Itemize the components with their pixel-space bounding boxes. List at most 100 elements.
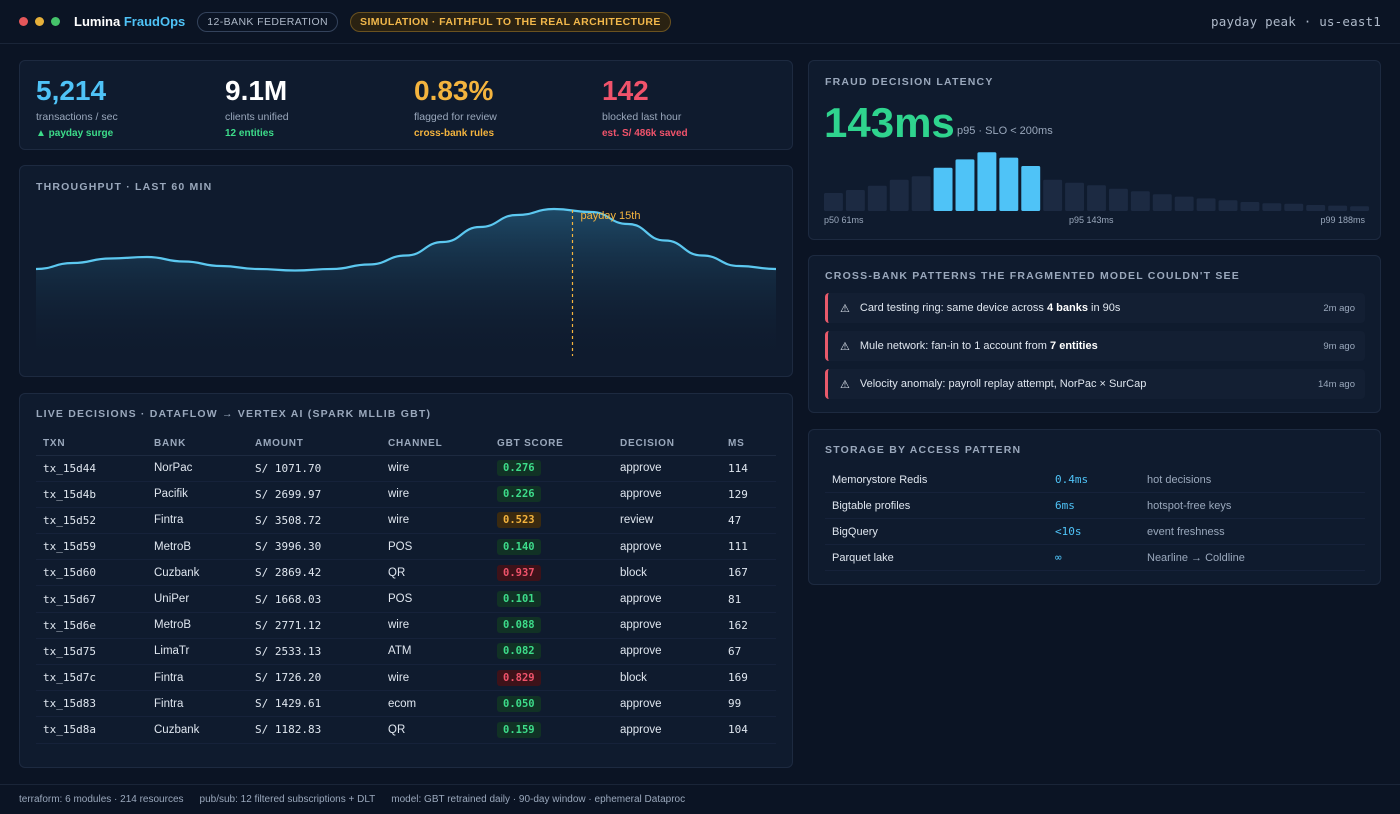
cell-txn: tx_15d83 [36, 690, 147, 718]
cell-score: 0.101 [490, 585, 613, 613]
latency-p50-label: p50 61ms [824, 215, 864, 225]
brand-name: Lumina [74, 14, 121, 29]
cell-bank: UniPer [147, 585, 248, 613]
cell-channel: QR [381, 716, 490, 744]
cell-txn: tx_15d44 [36, 455, 147, 482]
payday-annotation: payday 15th [580, 210, 641, 222]
table-row[interactable]: tx_15d52 Fintra S/ 3508.72 wire 0.523 review 4… [36, 507, 776, 535]
storage-desc: hotspot-free keys [1147, 499, 1232, 512]
pattern-text-bold: 4 banks [1046, 302, 1088, 314]
cell-amount: S/ 3508.72 [248, 507, 381, 535]
storage-row-redis: Memorystore Redis 0.4ms hot decisions [825, 467, 1365, 493]
storage-desc: event freshness [1147, 525, 1225, 538]
cell-ms: 167 [721, 559, 776, 587]
table-row[interactable]: tx_15d44 NorPac S/ 1071.70 wire 0.276 approve… [36, 455, 776, 482]
cell-txn: tx_15d75 [36, 638, 147, 666]
cell-score: 0.226 [490, 481, 613, 508]
cell-ms: 169 [721, 664, 776, 692]
throughput-area [36, 209, 776, 356]
latency-bar [1021, 166, 1041, 211]
latency-panel: FRAUD DECISION LATENCY 143ms p95 · SLO <… [808, 60, 1381, 240]
pattern-card-testing[interactable]: ⚠ Card testing ring: same device across … [825, 293, 1365, 323]
status-footer: terraform: 6 modules · 214 resources pub… [0, 784, 1400, 814]
cell-channel: POS [381, 585, 490, 613]
cell-amount: S/ 2533.13 [248, 638, 381, 666]
score-badge: 0.088 [497, 617, 541, 634]
cell-txn: tx_15d7c [36, 664, 147, 692]
cell-channel: wire [381, 507, 490, 535]
kpi-blocked: 142 blocked last hour est. S/ 486k saved [602, 75, 688, 139]
patterns-panel: CROSS-BANK PATTERNS THE FRAGMENTED MODEL… [808, 255, 1381, 413]
table-row[interactable]: tx_15d83 Fintra S/ 1429.61 ecom 0.050 approve… [36, 690, 776, 718]
score-badge: 0.050 [497, 695, 541, 712]
kpi-flagged: 0.83% flagged for review cross-bank rule… [414, 75, 497, 139]
minimize-window-button[interactable] [35, 17, 44, 26]
cell-ms: 114 [721, 455, 776, 482]
kpi-value: 5,214 [36, 75, 107, 106]
storage-value: ∞ [1055, 551, 1062, 564]
latency-bar [1328, 205, 1348, 211]
latency-bar [1087, 185, 1106, 211]
latency-bar [1240, 202, 1260, 211]
cell-score: 0.050 [490, 690, 613, 718]
cell-amount: S/ 1726.20 [248, 664, 381, 692]
pattern-text-post: in 90s [1087, 302, 1121, 314]
cell-bank: MetroB [147, 533, 248, 561]
footer-terraform: terraform: 6 modules · 214 resources [19, 794, 184, 805]
latency-bar [1196, 198, 1216, 211]
pattern-time: 14m ago [1318, 378, 1355, 390]
pattern-velocity-anomaly[interactable]: ⚠ Velocity anomaly: payroll replay attem… [825, 369, 1365, 399]
cell-decision: approve [613, 533, 721, 561]
col-bank: BANK [147, 432, 248, 456]
cell-txn: tx_15d8a [36, 716, 147, 744]
table-row[interactable]: tx_15d6e MetroB S/ 2771.12 wire 0.088 approve… [36, 612, 776, 639]
latency-bar [1284, 203, 1304, 211]
cell-bank: Fintra [147, 690, 248, 718]
table-row[interactable]: tx_15d67 UniPer S/ 1668.03 POS 0.101 approve 8… [36, 585, 776, 613]
kpi-value: 9.1M [225, 75, 288, 106]
cell-decision: approve [613, 455, 721, 482]
cell-decision: approve [613, 612, 721, 639]
kpi-label: clients unified [225, 111, 289, 123]
cell-decision: block [613, 559, 721, 587]
cell-score: 0.276 [490, 455, 613, 482]
cell-amount: S/ 1182.83 [248, 716, 381, 744]
score-badge: 0.226 [497, 486, 541, 503]
cell-decision: approve [613, 690, 721, 718]
throughput-title: THROUGHPUT · LAST 60 MIN [36, 181, 213, 193]
latency-bar [1108, 188, 1128, 211]
storage-name: BigQuery [832, 525, 878, 538]
cell-channel: ecom [381, 690, 490, 718]
cell-score: 0.082 [490, 638, 613, 666]
cell-txn: tx_15d4b [36, 481, 147, 508]
latency-bar [867, 185, 887, 211]
latency-bar [977, 152, 997, 211]
warning-icon: ⚠ [840, 378, 850, 391]
storage-desc: hot decisions [1147, 473, 1212, 486]
latency-value: 143ms [824, 99, 955, 146]
maximize-window-button[interactable] [51, 17, 60, 26]
pattern-mule-network[interactable]: ⚠ Mule network: fan-in to 1 account from… [825, 331, 1365, 361]
table-row[interactable]: tx_15d4b Pacifik S/ 2699.97 wire 0.226 approv… [36, 481, 776, 508]
cell-ms: 129 [721, 481, 776, 508]
table-row[interactable]: tx_15d59 MetroB S/ 3996.30 POS 0.140 approve 1… [36, 533, 776, 561]
latency-bar [933, 167, 953, 211]
kpi-label: blocked last hour [602, 111, 682, 123]
cell-ms: 81 [721, 585, 776, 613]
pattern-text-pre: Velocity anomaly: payroll replay attempt… [859, 378, 1147, 390]
table-row[interactable]: tx_15d8a Cuzbank S/ 1182.83 QR 0.159 approve 1… [36, 716, 776, 744]
throughput-line [35, 207, 777, 272]
cell-decision: approve [613, 716, 721, 744]
latency-bar [1065, 182, 1085, 211]
table-row[interactable]: tx_15d75 LimaTr S/ 2533.13 ATM 0.082 approve 6… [36, 638, 776, 666]
cell-score: 0.088 [490, 612, 613, 639]
cell-decision: approve [613, 638, 721, 666]
footer-pubsub: pub/sub: 12 filtered subscriptions + DLT [199, 794, 376, 805]
cell-channel: POS [381, 533, 490, 561]
table-row[interactable]: tx_15d7c Fintra S/ 1726.20 wire 0.829 block 16… [36, 664, 776, 692]
close-window-button[interactable] [19, 17, 28, 26]
table-row[interactable]: tx_15d60 Cuzbank S/ 2869.42 QR 0.937 block 167 [36, 559, 776, 587]
cell-ms: 162 [721, 612, 776, 639]
pattern-text-pre: Card testing ring: same device across [859, 302, 1047, 314]
cell-score: 0.829 [490, 664, 613, 692]
